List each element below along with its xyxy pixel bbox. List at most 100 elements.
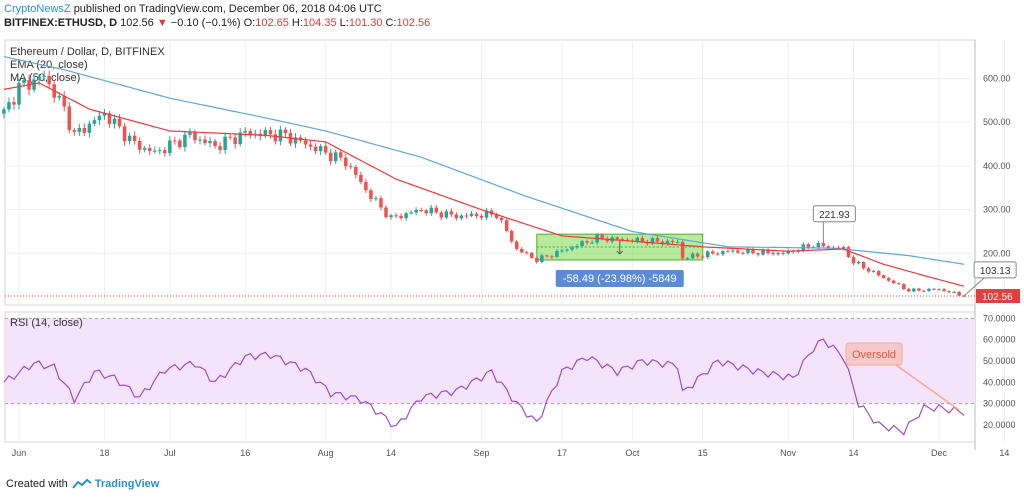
candle-body [711,251,715,254]
x-tick-label: Sep [474,448,490,458]
candle [454,212,459,221]
candle [82,123,87,136]
candle-body [429,207,433,214]
candle-body [17,82,21,105]
candle [700,255,705,259]
candle-body [394,215,398,217]
candle [313,143,318,155]
candle-body [168,140,172,154]
candle-body [891,280,896,284]
candle-body [655,238,660,242]
candle-body [962,295,966,297]
candle [575,244,579,250]
candle-body [218,146,222,150]
author-link[interactable]: CryptoNewsZ [4,3,71,15]
candle [711,249,715,255]
candle-body [188,132,192,135]
x-tick-label: Dec [931,448,948,458]
candle [721,250,725,257]
candle-body [354,166,358,175]
candle-body [766,250,770,253]
change-value: −0.10 (−0.1%) [170,17,241,29]
candle [87,120,92,138]
candle [152,146,157,154]
high-value: 104.35 [302,17,337,29]
x-tick-label: Nov [780,448,797,458]
candle [846,245,851,258]
candle [318,143,323,156]
candle-body [293,137,298,144]
candle [127,132,132,145]
candle [464,212,469,219]
price-tick-label: 200.00 [983,248,1011,258]
candle [248,128,253,139]
publish-line: CryptoNewsZ published on TradingView.com… [4,2,1020,16]
x-tick-label: 14 [849,448,859,458]
change-arrow-icon: ▼ [156,17,168,29]
candle-body [861,262,866,269]
candle-body [721,251,725,255]
candle-body [283,129,288,134]
candle [781,250,785,256]
candle [218,142,222,154]
candle [590,240,594,244]
candle-body [72,130,77,132]
candle [223,132,227,154]
candle [771,251,775,256]
candle [344,153,348,170]
open-label: O: [243,17,256,29]
tradingview-brand[interactable]: TradingView [94,478,160,490]
candle-body [268,130,273,135]
candle [736,249,740,254]
candle-body [107,113,112,124]
candle-body [42,75,46,77]
price-tick-label: 300.00 [983,205,1011,215]
candle [278,125,283,146]
rsi-tick-label: 70.0000 [983,313,1016,323]
candle-body [434,207,439,213]
candle-body [761,250,765,255]
candle-body [620,239,625,241]
candle [947,290,951,294]
candle [132,131,137,145]
last-price: 102.56 [120,17,154,29]
footer: Created with TradingView [6,474,159,494]
candle-body [876,271,881,276]
chart-area[interactable]: Jun 18 Jul 16 Aug 14 Sep 17 Oct 15 Nov 14 Dec 14 600.0… [0,33,1024,473]
candle-body [409,212,413,214]
candle-body [464,215,469,217]
candle [349,163,353,170]
callout-box [973,261,1017,279]
candle [509,229,514,244]
candle [228,133,232,141]
candle [188,128,192,139]
candle-body [942,289,946,292]
candle-body [519,248,524,253]
candle-body [439,212,444,218]
candle-body [359,174,363,183]
candle-body [675,241,680,243]
candle [374,195,378,202]
candle-body [535,257,539,262]
candle-body [147,148,152,151]
candle-body [846,247,851,258]
candle [560,248,564,253]
candle-body [158,150,162,152]
x-tick-label: 17 [557,448,567,458]
price-tick-label: 500.00 [983,117,1011,127]
candle [178,138,182,150]
candle-body [570,247,574,250]
candle [137,137,142,154]
candle [705,250,710,259]
candle-body [937,289,941,291]
last-price-label: 102.56 [982,292,1013,303]
candle [62,90,67,112]
candle [107,110,112,128]
candle [555,249,559,258]
measure-label-box [555,269,684,287]
candle [776,251,780,256]
candle-body [530,252,534,258]
candle [741,251,745,255]
candle [680,240,685,261]
candle-body [555,250,559,257]
